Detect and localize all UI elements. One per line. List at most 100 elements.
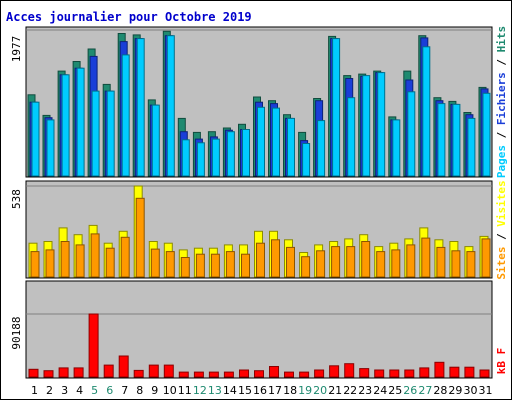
- bar-traffic-pages-day-10: [166, 35, 175, 177]
- bar-visits-sites-day-30: [466, 251, 476, 278]
- bar-visits-sites-day-28: [436, 246, 446, 278]
- bar-visits-sites-day-22: [346, 246, 356, 278]
- legend-fichiers: Fichiers: [495, 72, 508, 125]
- bar-volume-kb-f-day-30: [464, 366, 475, 378]
- bar-volume-kb-f-day-19: [299, 371, 310, 378]
- bar-visits-sites-day-11: [180, 257, 190, 278]
- panel-volume-max-label: 90188: [10, 316, 23, 349]
- bar-volume-kb-f-day-10: [163, 364, 174, 378]
- bar-volume-kb-f-day-2: [43, 370, 54, 378]
- day-label-30: 30: [464, 384, 478, 397]
- bar-traffic-pages-day-18: [287, 117, 295, 177]
- legend-separator: /: [495, 125, 508, 145]
- bar-traffic-pages-day-13: [211, 138, 220, 177]
- bar-visits-sites-day-31: [481, 238, 491, 278]
- bar-visits-sites-day-21: [331, 246, 341, 278]
- day-label-31: 31: [479, 384, 493, 397]
- bar-visits-sites-day-24: [376, 251, 386, 278]
- bar-visits-sites-day-17: [271, 239, 280, 278]
- bar-volume-kb-f-day-18: [284, 371, 294, 378]
- bar-traffic-pages-day-28: [437, 103, 446, 177]
- bar-traffic-pages-day-17: [272, 107, 280, 177]
- legend-visites: Visites: [495, 180, 508, 226]
- bar-visits-sites-day-16: [256, 242, 265, 278]
- day-label-20: 20: [313, 384, 327, 397]
- day-label-7: 7: [121, 384, 128, 397]
- bar-traffic-pages-day-8: [136, 38, 145, 177]
- day-label-11: 11: [178, 384, 192, 397]
- day-label-25: 25: [388, 384, 402, 397]
- day-label-9: 9: [151, 384, 158, 397]
- bar-volume-kb-f-day-20: [314, 369, 325, 378]
- bar-traffic-pages-day-22: [347, 97, 356, 177]
- bar-visits-sites-day-19: [301, 256, 311, 278]
- day-label-23: 23: [358, 384, 372, 397]
- bar-visits-sites-day-4: [75, 244, 85, 278]
- bar-volume-kb-f-day-11: [178, 371, 189, 378]
- legend-kb-f: kB F: [495, 348, 508, 375]
- panel-traffic-max-label: 1977: [10, 36, 23, 63]
- bar-volume-kb-f-day-14: [223, 371, 234, 378]
- legend-sites: Sites: [495, 247, 508, 280]
- day-label-3: 3: [61, 384, 68, 397]
- bar-volume-kb-f-day-21: [329, 365, 340, 378]
- bar-volume-kb-f-day-15: [239, 369, 249, 378]
- bar-traffic-pages-day-9: [151, 104, 160, 177]
- bar-volume-kb-f-day-28: [434, 361, 445, 378]
- day-label-13: 13: [208, 384, 222, 397]
- legend-separator: /: [495, 227, 508, 247]
- legend-hits: Hits: [495, 26, 508, 53]
- bar-volume-kb-f-day-12: [193, 371, 204, 378]
- bar-traffic-pages-day-24: [377, 72, 386, 177]
- bar-traffic-pages-day-3: [61, 74, 70, 177]
- day-label-27: 27: [418, 384, 432, 397]
- bar-traffic-pages-day-14: [226, 131, 235, 177]
- bar-volume-kb-f-day-27: [419, 367, 430, 378]
- bar-volume-kb-f-day-24: [374, 369, 385, 378]
- day-label-1: 1: [31, 384, 38, 397]
- bar-traffic-pages-day-29: [452, 103, 461, 177]
- bar-volume-kb-f-day-9: [148, 364, 159, 378]
- bar-volume-kb-f-day-13: [208, 371, 219, 378]
- bar-volume-kb-f-day-3: [58, 367, 69, 378]
- day-label-10: 10: [163, 384, 177, 397]
- bar-volume-kb-f-day-31: [479, 369, 490, 378]
- bar-traffic-pages-day-6: [106, 90, 115, 177]
- bar-visits-sites-day-29: [451, 250, 461, 278]
- day-label-6: 6: [106, 384, 113, 397]
- bar-traffic-pages-day-27: [422, 46, 431, 177]
- bar-visits-sites-day-13: [210, 253, 220, 278]
- bar-visits-sites-day-25: [391, 249, 401, 278]
- bar-volume-kb-f-day-25: [389, 369, 400, 378]
- bar-traffic-pages-day-21: [332, 38, 341, 177]
- bar-traffic-pages-day-19: [302, 143, 311, 177]
- bar-visits-sites-day-18: [286, 246, 295, 278]
- bar-volume-kb-f-day-22: [344, 363, 355, 378]
- bar-visits-sites-day-10: [165, 251, 175, 278]
- bar-visits-sites-day-23: [361, 241, 371, 278]
- legend-panel-visits: Sites / Visites: [495, 180, 508, 279]
- bar-traffic-pages-day-11: [181, 139, 190, 177]
- legend-pages: Pages: [495, 145, 508, 178]
- bar-traffic-pages-day-5: [91, 90, 100, 177]
- bar-traffic-pages-day-2: [46, 119, 55, 177]
- day-label-21: 21: [328, 384, 342, 397]
- bar-traffic-pages-day-30: [467, 117, 476, 177]
- bar-visits-sites-day-8: [135, 197, 145, 278]
- bar-traffic-pages-day-1: [31, 101, 40, 177]
- day-label-8: 8: [136, 384, 143, 397]
- day-label-16: 16: [253, 384, 267, 397]
- bar-traffic-pages-day-15: [242, 129, 250, 177]
- day-label-19: 19: [298, 384, 312, 397]
- bar-visits-sites-day-5: [90, 233, 100, 278]
- bar-visits-sites-day-1: [30, 251, 40, 278]
- bar-traffic-pages-day-20: [317, 120, 326, 177]
- legend-panel-volume: kB F: [495, 348, 508, 375]
- chart-title: Acces journalier pour Octobre 2019: [6, 10, 252, 24]
- bar-traffic-pages-day-25: [392, 119, 401, 177]
- bar-volume-kb-f-day-16: [254, 370, 264, 378]
- bar-volume-kb-f-day-1: [28, 368, 39, 378]
- bar-traffic-pages-day-26: [407, 91, 416, 177]
